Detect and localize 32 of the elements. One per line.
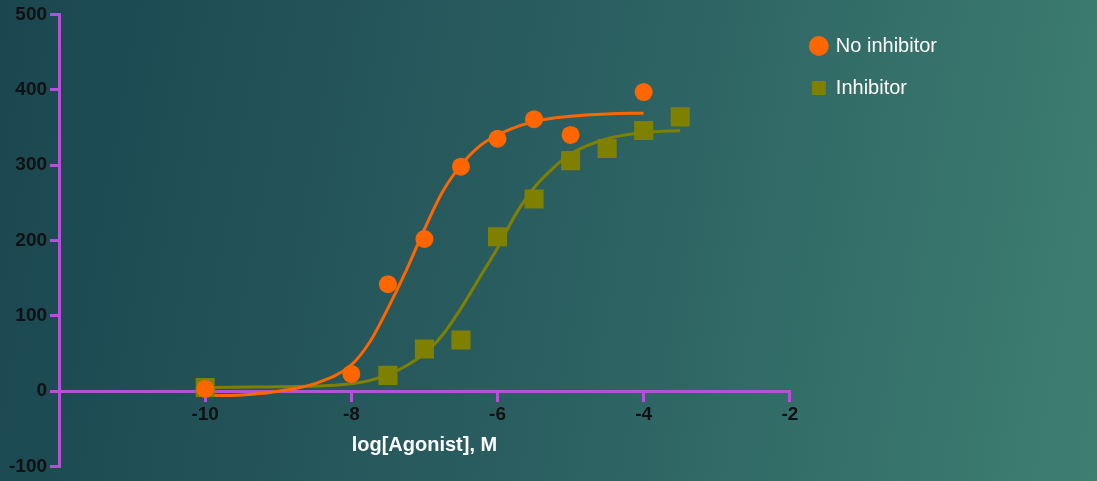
- y-tick-label: 400: [15, 78, 48, 99]
- legend-label: Inhibitor: [835, 75, 908, 98]
- point: [451, 157, 470, 176]
- point: [634, 120, 654, 141]
- point: [451, 330, 471, 350]
- point: [488, 129, 507, 148]
- y-tick-label: 300: [15, 153, 48, 175]
- x-tick-label: -10: [191, 402, 219, 424]
- point: [342, 364, 361, 383]
- point: [415, 229, 434, 248]
- y-tick-label: -100: [9, 454, 48, 476]
- x-tick-label: -4: [635, 402, 653, 424]
- point: [597, 139, 617, 159]
- point: [487, 227, 508, 247]
- legend-label: No inhibitor: [835, 33, 938, 56]
- point: [561, 151, 581, 171]
- x-tick-label: -6: [489, 402, 506, 424]
- point: [524, 189, 544, 209]
- y-tick-label: 0: [36, 379, 48, 401]
- point: [670, 107, 690, 127]
- point: [561, 125, 580, 144]
- y-tick-label: 500: [15, 2, 48, 24]
- y-tick-label: 100: [15, 304, 48, 326]
- point: [414, 339, 434, 359]
- x-tick-label: -2: [781, 402, 799, 424]
- x-axis-title: log[Agonist], M: [351, 432, 498, 455]
- point: [525, 110, 544, 129]
- y-tick-label: 200: [15, 228, 48, 250]
- point: [634, 83, 653, 102]
- point: [378, 275, 397, 294]
- x-tick-label: -8: [342, 402, 360, 424]
- point: [378, 365, 398, 385]
